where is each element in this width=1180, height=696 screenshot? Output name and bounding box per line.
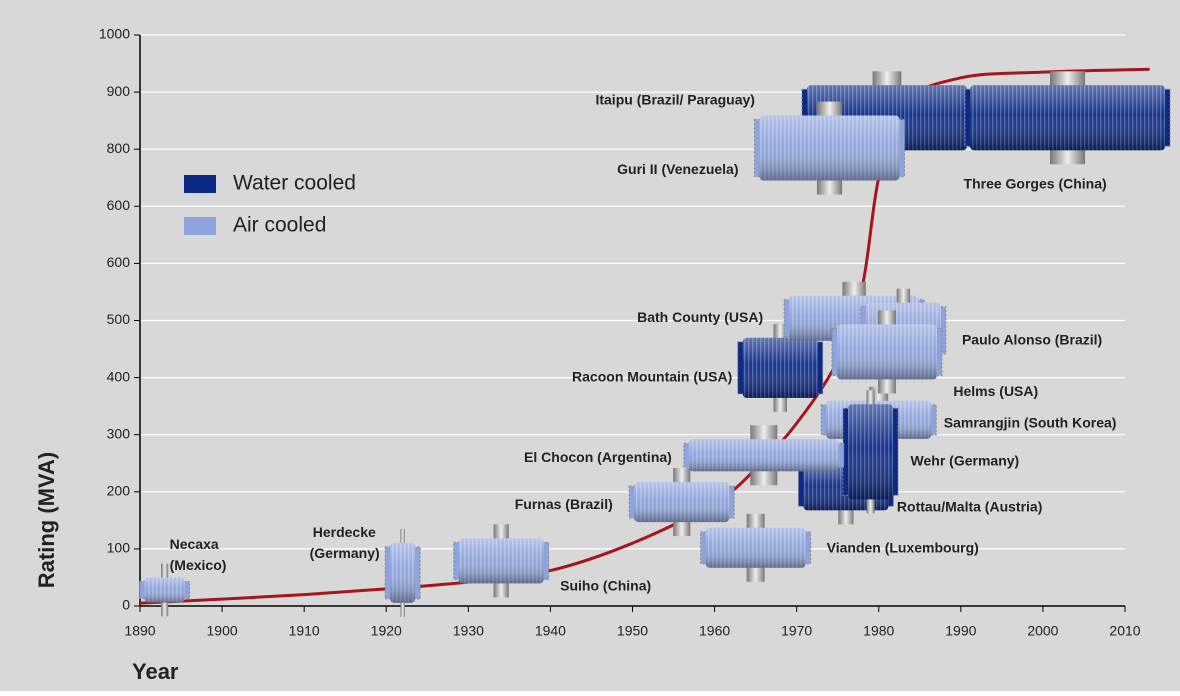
x-tick-label: 1930: [453, 623, 484, 639]
x-tick-label: 1890: [124, 623, 155, 639]
x-tick-label: 1990: [945, 623, 976, 639]
label-line: Necaxa: [170, 536, 223, 552]
generator-label: Vianden (Luxembourg): [827, 539, 979, 555]
x-tick-label: 1920: [371, 623, 402, 639]
legend-swatch: [184, 175, 216, 193]
generator-shade: [390, 543, 415, 603]
generator-label: Paulo Alonso (Brazil): [962, 332, 1102, 348]
generator-label: Samrangjin (South Korea): [944, 415, 1117, 431]
label-line: Herdecke: [313, 524, 380, 540]
y-tick-label: 800: [107, 140, 131, 156]
y-tick-label: 100: [107, 540, 131, 556]
generator-label: Rottau/Malta (Austria): [897, 499, 1042, 515]
generator: [843, 390, 898, 513]
generator-shade: [706, 528, 806, 568]
generator-shade: [689, 439, 839, 471]
generator-shade: [848, 404, 893, 499]
generator-label: Three Gorges (China): [964, 175, 1107, 191]
generator-label: Racoon Mountain (USA): [572, 369, 732, 385]
y-tick-label: 600: [107, 254, 131, 270]
y-tick-label: 500: [107, 311, 131, 327]
x-tick-label: 1960: [699, 623, 730, 639]
generator-shade: [743, 338, 818, 398]
generator-label: El Chocon (Argentina): [524, 449, 672, 465]
y-axis-title: Rating (MVA): [34, 452, 59, 588]
legend-label: Air cooled: [233, 214, 326, 237]
y-tick-label: 200: [107, 483, 131, 499]
y-tick-label: 600: [107, 197, 131, 213]
generator-label: Wehr (Germany): [911, 453, 1020, 469]
generator-shade: [970, 85, 1165, 150]
generator-shade: [145, 578, 185, 603]
x-tick-label: 2010: [1109, 623, 1140, 639]
x-axis-title: Year: [132, 659, 179, 684]
generator-label: Suiho (China): [560, 578, 651, 594]
x-tick-label: 1900: [207, 623, 238, 639]
x-tick-label: 1940: [535, 623, 566, 639]
generator-label: Furnas (Brazil): [515, 496, 613, 512]
chart: Rating (MVA) Year 0 100 200 300 400 500 600 600…: [0, 0, 1180, 691]
x-tick-label: 2000: [1027, 623, 1058, 639]
y-tick-label: 300: [107, 425, 131, 441]
x-tick-label: 1980: [863, 623, 894, 639]
label-line: (Mexico): [170, 557, 227, 573]
generator-label: Guri II (Venezuela): [617, 161, 738, 177]
y-tick-label: 900: [107, 83, 131, 99]
y-tick-label: 1000: [99, 26, 130, 42]
x-tick-label: 1950: [617, 623, 648, 639]
legend-swatch: [184, 217, 216, 235]
generator-shade: [634, 482, 729, 522]
x-tick-label: 1910: [289, 623, 320, 639]
generator-shade: [459, 538, 544, 583]
x-tick-label: 1970: [781, 623, 812, 639]
generator-label: Helms (USA): [953, 383, 1038, 399]
label-line: (Germany): [310, 545, 380, 561]
y-tick-label: 400: [107, 368, 131, 384]
generator-shade: [760, 116, 900, 181]
y-tick-label: 0: [122, 597, 130, 613]
generator-label: Itaipu (Brazil/ Paraguay): [595, 91, 754, 107]
page: Rating (MVA) Year 0 100 200 300 400 500 600 600…: [0, 0, 1180, 696]
generator-shade: [837, 324, 937, 379]
legend-label: Water cooled: [233, 172, 356, 195]
generator-label: Bath County (USA): [637, 309, 763, 325]
